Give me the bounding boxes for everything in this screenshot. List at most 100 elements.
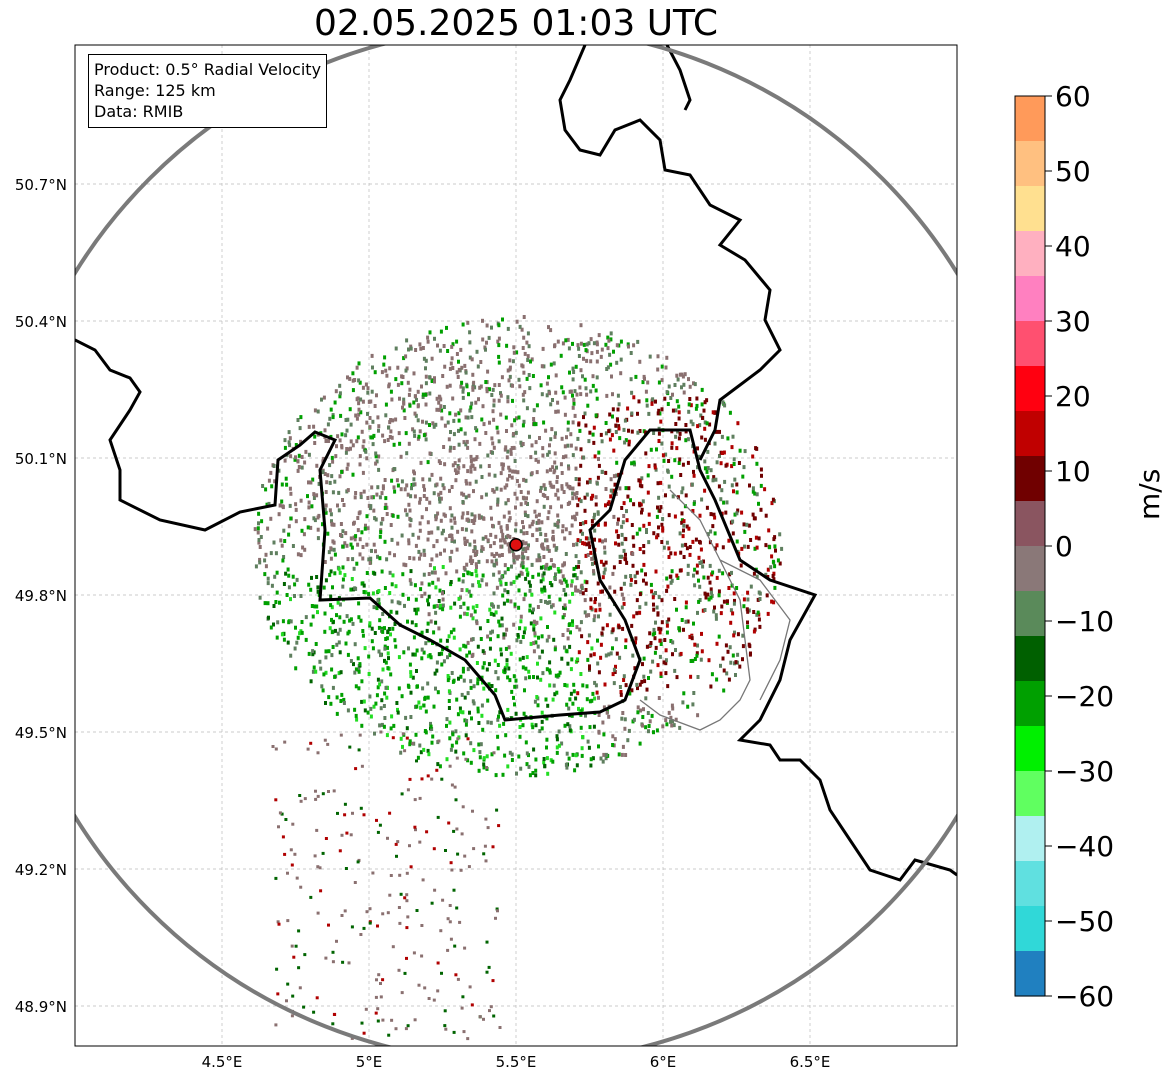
echo-pixel [536,703,540,708]
echo-pixel [553,344,556,349]
echo-pixel [686,619,690,624]
echo-pixel [446,655,449,660]
echo-pixel [448,488,451,493]
echo-pixel [512,580,516,585]
echo-pixel [288,503,292,508]
echo-pixel [320,684,324,689]
echo-pixel [525,531,529,535]
echo-pixel [622,596,626,601]
echo-pixel [563,412,567,417]
echo-pixel [635,570,639,575]
echo-pixel [713,515,717,520]
echo-pixel [745,607,749,612]
echo-pixel [522,531,526,536]
echo-pixel [577,346,581,351]
echo-pixel [721,656,725,661]
echo-pixel [632,502,636,507]
echo-pixel [403,603,406,608]
echo-pixel [509,651,513,656]
echo-pixel [506,368,510,373]
echo-pixel [505,662,509,667]
echo-pixel [462,1030,466,1034]
echo-pixel [401,375,405,379]
echo-pixel [519,563,523,568]
echo-pixel [330,605,334,610]
echo-pixel [579,499,583,504]
echo-pixel [537,553,541,558]
echo-pixel [771,574,775,578]
echo-pixel [274,551,278,556]
echo-pixel [720,434,724,439]
echo-pixel [397,968,401,972]
echo-pixel [658,638,662,643]
echo-pixel [579,323,583,328]
echo-pixel [576,691,580,696]
echo-pixel [415,704,419,709]
echo-pixel [443,423,447,428]
echo-pixel [428,500,432,505]
echo-pixel [548,683,552,688]
echo-pixel [506,477,510,482]
echo-pixel [407,538,411,543]
echo-pixel [621,744,625,749]
echo-pixel [427,997,431,1000]
echo-pixel [494,688,498,693]
echo-pixel [379,730,383,734]
y-tick-label: 49.2°N [15,861,67,879]
echo-pixel [422,572,426,577]
echo-pixel [384,402,388,407]
echo-pixel [344,418,348,422]
echo-pixel [289,454,293,459]
echo-pixel [371,435,374,440]
echo-pixel [420,594,424,599]
echo-pixel [513,602,517,607]
echo-pixel [753,546,757,551]
echo-pixel [657,525,660,530]
echo-pixel [329,701,333,706]
echo-pixel [451,396,455,401]
echo-pixel [638,605,642,610]
echo-pixel [478,1015,482,1019]
echo-pixel [457,359,460,364]
echo-pixel [413,433,417,438]
echo-pixel [632,460,636,465]
echo-pixel [437,459,441,464]
echo-pixel [563,395,567,400]
echo-pixel [570,657,574,662]
echo-pixel [351,811,354,815]
echo-pixel [307,424,311,429]
echo-pixel [647,729,650,734]
echo-pixel [546,625,549,629]
echo-pixel [499,487,503,492]
echo-pixel [619,371,623,376]
echo-pixel [543,486,547,491]
echo-pixel [743,544,746,549]
echo-pixel [476,644,480,649]
echo-pixel [315,828,319,832]
echo-pixel [703,466,707,471]
echo-pixel [447,699,451,703]
echo-pixel [714,477,718,482]
echo-pixel [647,540,651,545]
echo-pixel [503,667,507,672]
echo-pixel [422,747,426,752]
echo-pixel [281,504,285,509]
echo-pixel [331,620,335,625]
echo-pixel [709,529,713,534]
echo-pixel [541,573,545,578]
echo-pixel [587,439,591,444]
echo-pixel [542,760,546,765]
echo-pixel [473,609,477,614]
echo-pixel [465,719,469,723]
echo-pixel [446,420,450,425]
echo-pixel [483,345,487,350]
echo-pixel [550,427,554,432]
echo-pixel [478,750,482,755]
echo-pixel [357,601,361,606]
echo-pixel [475,573,479,578]
echo-pixel [620,541,624,546]
echo-pixel [586,536,590,541]
echo-pixel [291,994,295,998]
echo-pixel [490,393,494,397]
echo-pixel [571,405,575,410]
